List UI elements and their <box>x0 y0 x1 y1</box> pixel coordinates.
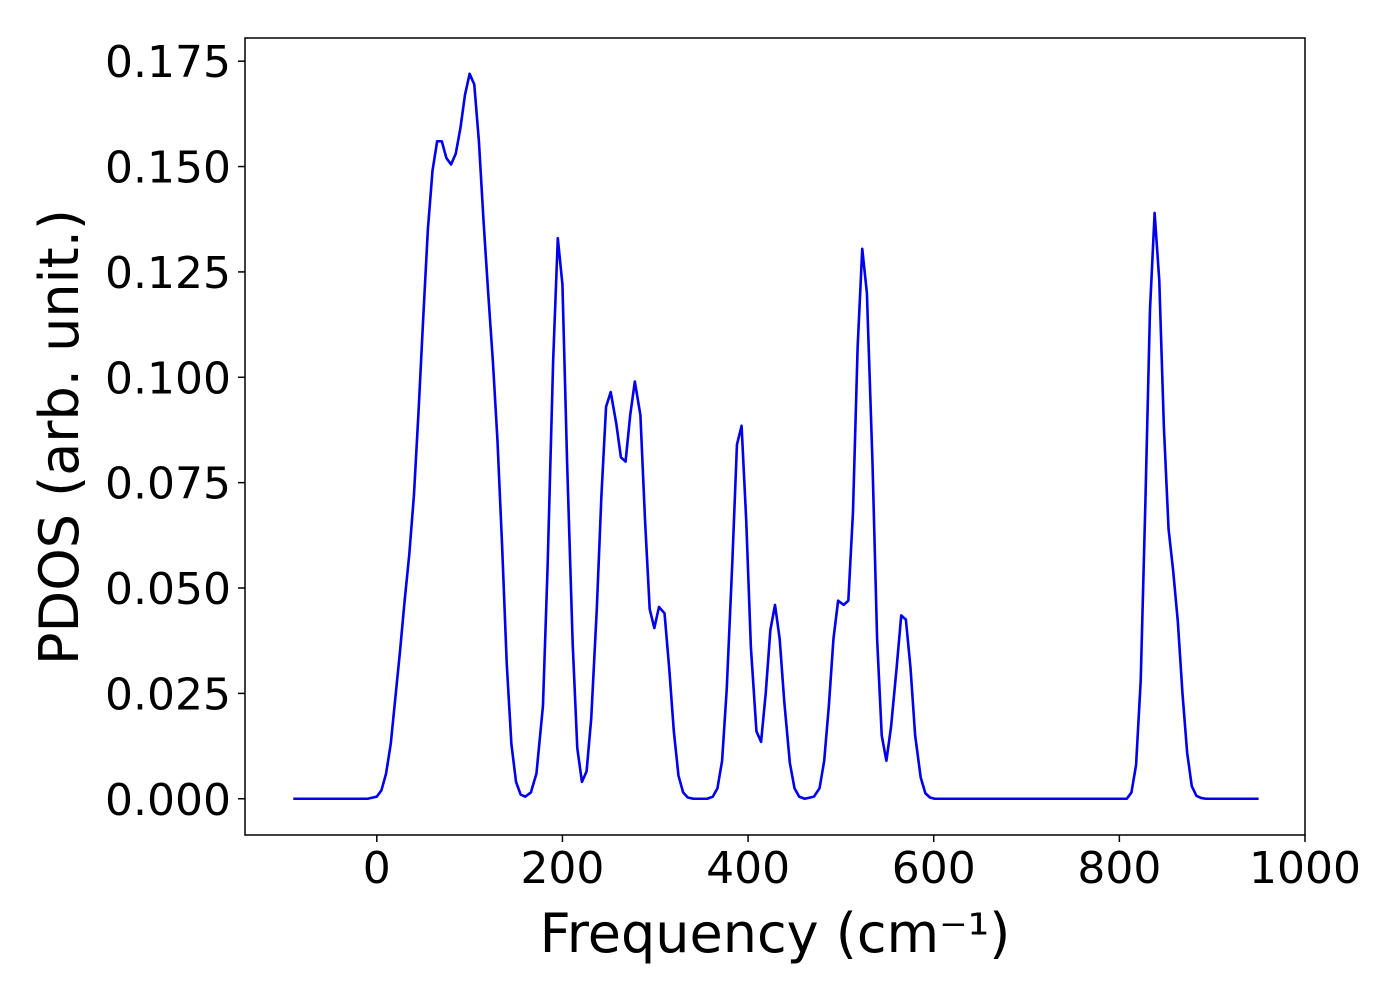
x-tick-label: 800 <box>1077 843 1161 894</box>
y-tick-label: 0.100 <box>105 353 231 404</box>
x-tick-label: 0 <box>363 843 391 894</box>
y-tick-label: 0.150 <box>105 143 231 194</box>
x-tick-label: 200 <box>520 843 604 894</box>
plot-frame <box>244 37 1306 836</box>
x-tick-label: 1000 <box>1249 843 1361 894</box>
y-tick-label: 0.075 <box>105 459 231 510</box>
y-axis-label: PDOS (arb. unit.) <box>28 209 91 665</box>
pdos-line <box>293 72 1259 801</box>
x-axis-label: Frequency (cm⁻¹) <box>540 902 1011 965</box>
y-tick-label: 0.175 <box>105 37 231 88</box>
y-tick-label: 0.000 <box>105 775 231 826</box>
y-tick-label: 0.025 <box>105 669 231 720</box>
y-tick-label: 0.050 <box>105 564 231 615</box>
x-tick-label: 400 <box>706 843 790 894</box>
y-tick-label: 0.125 <box>105 248 231 299</box>
x-tick-label: 600 <box>892 843 976 894</box>
